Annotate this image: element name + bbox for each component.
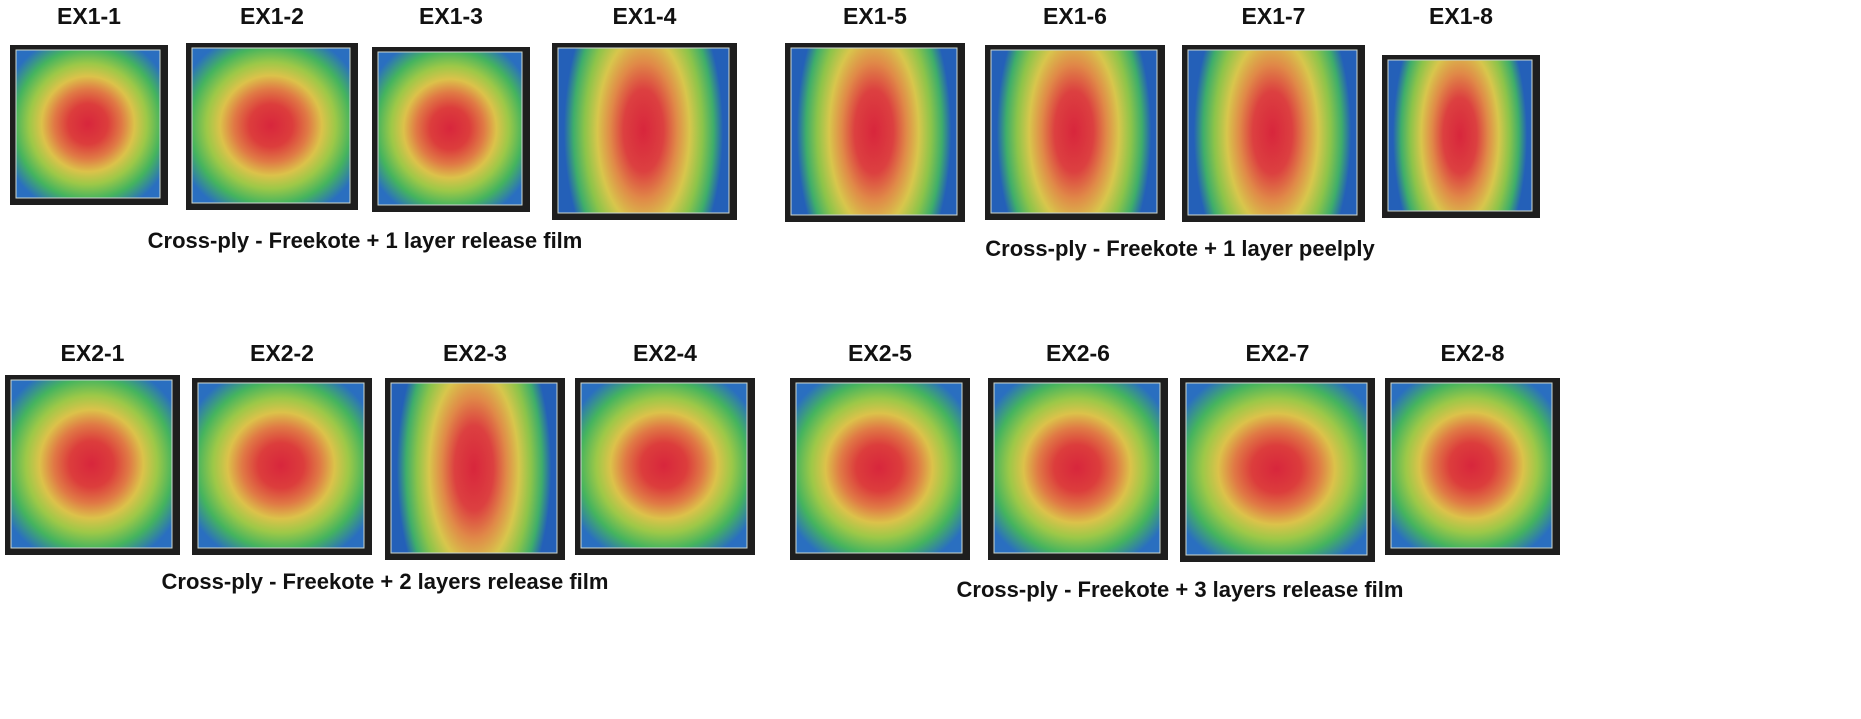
- heatmap: [795, 382, 963, 554]
- panel-label: EX1-5: [843, 3, 907, 29]
- heatmap: [557, 47, 730, 214]
- panel-label: EX2-4: [633, 340, 697, 366]
- panel-label: EX1-2: [240, 3, 304, 29]
- panel-label: EX2-5: [848, 340, 912, 366]
- heatmap: [990, 49, 1158, 214]
- heatmap: [790, 47, 958, 216]
- caption: Cross-ply - Freekote + 2 layers release …: [162, 569, 609, 594]
- panel-label: EX2-2: [250, 340, 314, 366]
- heatmap: [1187, 49, 1358, 216]
- panel-label: EX1-3: [419, 3, 483, 29]
- caption: Cross-ply - Freekote + 3 layers release …: [957, 577, 1404, 602]
- heatmap: [377, 51, 523, 206]
- heatmap: [1390, 382, 1553, 549]
- heatmap: [993, 382, 1161, 554]
- heatmap: [15, 49, 161, 199]
- panel-label: EX2-3: [443, 340, 507, 366]
- heatmap: [191, 47, 351, 204]
- caption: Cross-ply - Freekote + 1 layer release f…: [148, 228, 583, 253]
- panel-label: EX1-4: [613, 3, 677, 29]
- panel-label: EX2-7: [1246, 340, 1310, 366]
- caption: Cross-ply - Freekote + 1 layer peelply: [985, 236, 1375, 261]
- heatmap: [1185, 382, 1368, 556]
- panel-label: EX2-6: [1046, 340, 1110, 366]
- panel-label: EX1-8: [1429, 3, 1493, 29]
- panel-label: EX2-8: [1441, 340, 1505, 366]
- heatmap: [1387, 59, 1533, 212]
- panel-label: EX1-7: [1242, 3, 1306, 29]
- heatmap: [390, 382, 558, 554]
- panel-label: EX1-6: [1043, 3, 1107, 29]
- heatmap: [10, 379, 173, 549]
- panel-label: EX1-1: [57, 3, 121, 29]
- panel-label: EX2-1: [61, 340, 125, 366]
- heatmap: [580, 382, 748, 549]
- heatmap: [197, 382, 365, 549]
